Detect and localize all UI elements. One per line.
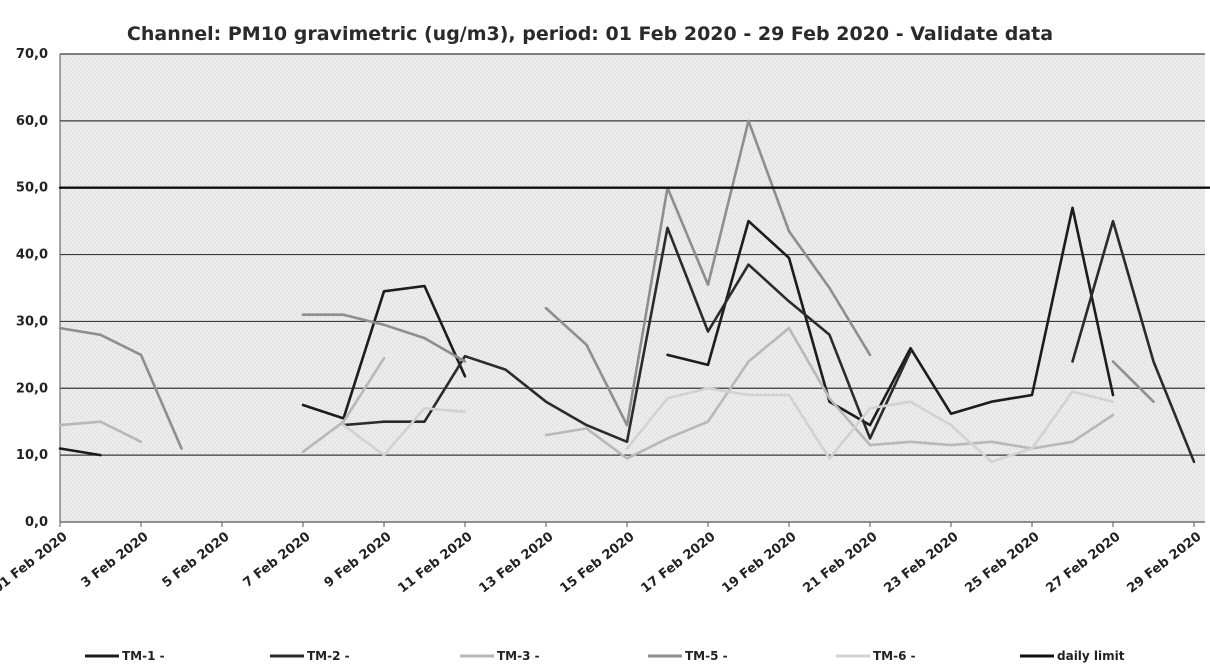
- series-line-3: [58, 119, 1155, 450]
- legend-label-0: TM-1 -: [122, 649, 165, 663]
- x-tick-label: 21 Feb 2020: [800, 529, 880, 596]
- y-tick-label: 20,0: [16, 381, 48, 396]
- series-line-1: [342, 219, 1196, 464]
- y-tick-label: 50,0: [16, 181, 48, 196]
- x-tick-label: 19 Feb 2020: [719, 529, 799, 596]
- x-tick-label: 25 Feb 2020: [962, 529, 1042, 596]
- series-line-2: [58, 326, 1115, 460]
- x-tick-label: 01 Feb 2020: [0, 529, 70, 596]
- x-tick-label: 3 Feb 2020: [79, 529, 152, 591]
- x-tick-label: 29 Feb 2020: [1124, 529, 1204, 596]
- x-tick-label: 7 Feb 2020: [241, 529, 314, 591]
- y-axis: 0,0 10,0 20,0 30,0 40,0 50,0 60,0 70,0: [16, 47, 48, 530]
- x-tick-label: 5 Feb 2020: [160, 529, 233, 591]
- legend-label-4: TM-6 -: [873, 649, 916, 663]
- legend-label-5: daily limit: [1057, 649, 1125, 663]
- x-axis: 01 Feb 2020 3 Feb 2020 5 Feb 2020 7 Feb 202…: [0, 522, 1204, 596]
- series-lines: [58, 119, 1210, 464]
- legend-label-2: TM-3 -: [497, 649, 540, 663]
- plot-area: [60, 54, 1205, 522]
- y-tick-label: 70,0: [16, 47, 48, 62]
- y-tick-label: 30,0: [16, 314, 48, 329]
- y-tick-label: 10,0: [16, 448, 48, 463]
- legend-label-1: TM-2 -: [307, 649, 350, 663]
- x-tick-label: 11 Feb 2020: [395, 529, 475, 596]
- x-tick-label: 15 Feb 2020: [557, 529, 637, 596]
- y-tick-label: 60,0: [16, 114, 48, 129]
- x-tick-label: 9 Feb 2020: [322, 529, 395, 591]
- y-tick-label: 40,0: [16, 248, 48, 263]
- series-line-0: [58, 206, 1115, 457]
- chart-title: Channel: PM10 gravimetric (ug/m3), perio…: [127, 23, 1053, 45]
- x-tick-label: 13 Feb 2020: [476, 529, 556, 596]
- x-tick-label: 27 Feb 2020: [1043, 529, 1123, 596]
- x-tick-label: 17 Feb 2020: [638, 529, 718, 596]
- legend-label-3: TM-5 -: [685, 649, 728, 663]
- series-line-4: [342, 387, 1115, 464]
- x-tick-label: 23 Feb 2020: [881, 529, 961, 596]
- legend: TM-1 - TM-2 - TM-3 - TM-5 - TM-6 - daily limi…: [85, 649, 1125, 663]
- y-tick-label: 0,0: [25, 515, 48, 530]
